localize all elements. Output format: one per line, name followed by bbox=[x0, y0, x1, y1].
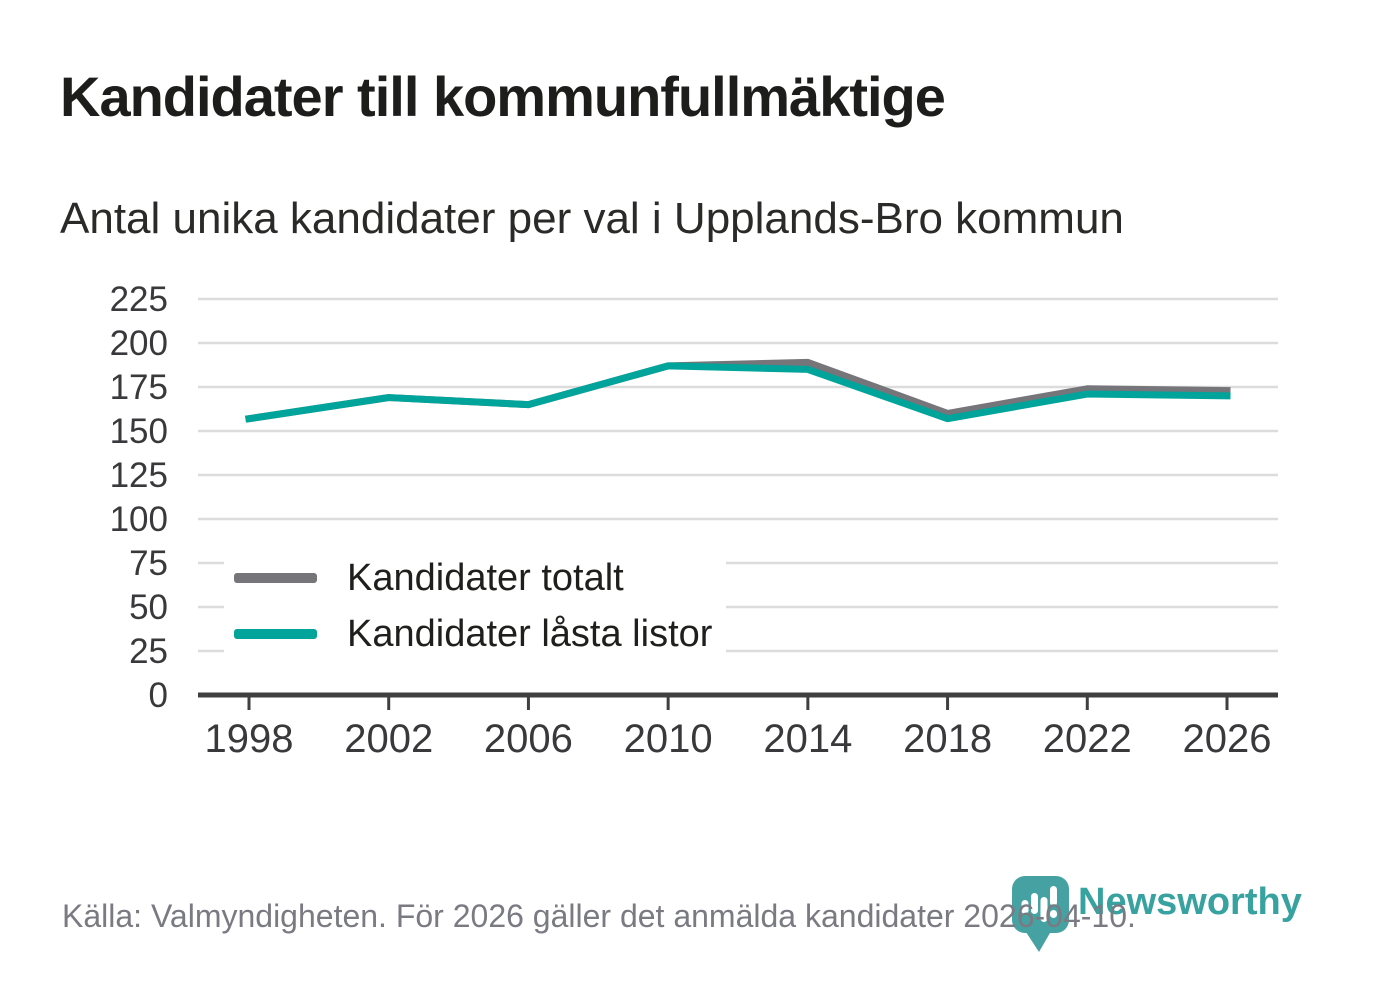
legend-label-total: Kandidater totalt bbox=[347, 556, 624, 599]
y-tick-label: 125 bbox=[110, 456, 168, 495]
x-tick-label: 2022 bbox=[1043, 717, 1132, 761]
page-title: Kandidater till kommunfullmäktige bbox=[60, 65, 946, 128]
chart-legend: Kandidater totalt Kandidater låsta listo… bbox=[224, 548, 727, 664]
y-tick-label: 175 bbox=[110, 368, 168, 407]
y-tick-label: 225 bbox=[110, 280, 168, 319]
y-tick-label: 25 bbox=[129, 632, 168, 671]
legend-label-locked: Kandidater låsta listor bbox=[347, 612, 713, 655]
y-tick-label: 200 bbox=[110, 324, 168, 363]
newsworthy-logo: Newsworthy bbox=[1012, 876, 1322, 956]
x-tick-label: 2006 bbox=[484, 717, 573, 761]
x-tick-label: 2014 bbox=[763, 717, 852, 761]
x-tick-label: 1998 bbox=[205, 717, 294, 761]
y-tick-label: 0 bbox=[149, 676, 168, 715]
series-line-kandidater-l-sta-listor bbox=[245, 362, 1231, 423]
newsworthy-speech-bubble-barchart-icon bbox=[1012, 876, 1069, 952]
y-tick-label: 100 bbox=[110, 500, 168, 539]
newsworthy-wordmark: Newsworthy bbox=[1078, 881, 1302, 923]
legend-item-total: Kandidater totalt bbox=[234, 550, 712, 606]
legend-swatch-total-icon bbox=[234, 573, 317, 583]
legend-item-locked: Kandidater låsta listor bbox=[234, 606, 712, 662]
y-tick-label: 50 bbox=[129, 588, 168, 627]
page-subtitle: Antal unika kandidater per val i Uppland… bbox=[60, 194, 1124, 243]
y-tick-label: 150 bbox=[110, 412, 168, 451]
x-tick-label: 2002 bbox=[344, 717, 433, 761]
x-tick-label: 2010 bbox=[624, 717, 713, 761]
legend-swatch-locked-icon bbox=[234, 629, 317, 639]
x-tick-label: 2018 bbox=[903, 717, 992, 761]
source-note: Källa: Valmyndigheten. För 2026 gäller d… bbox=[62, 898, 1136, 934]
y-tick-label: 75 bbox=[129, 544, 168, 583]
x-tick-label: 2026 bbox=[1183, 717, 1272, 761]
